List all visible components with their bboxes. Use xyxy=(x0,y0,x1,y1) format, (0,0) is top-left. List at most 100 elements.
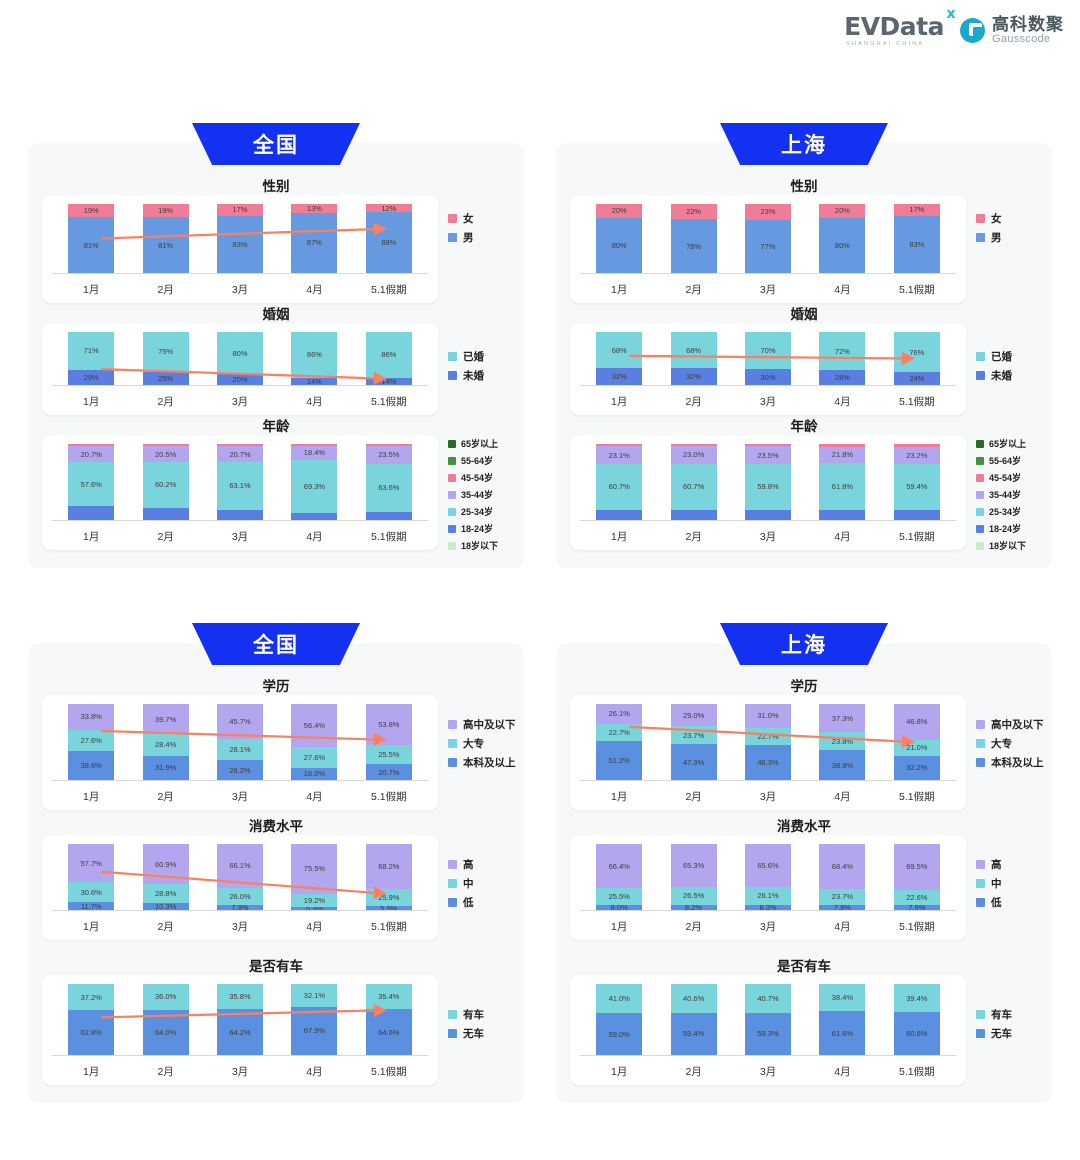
stacked-bar[interactable]: 19% 81% xyxy=(68,204,115,273)
bar-segment: 27.6% xyxy=(68,729,115,751)
stacked-bar[interactable]: 38.4% 61.6% xyxy=(819,984,866,1055)
legend-item[interactable]: 本科及以上 xyxy=(448,755,516,770)
stacked-bar[interactable]: 36.0% 64.0% xyxy=(142,984,189,1055)
stacked-bar[interactable]: 68% 32% xyxy=(596,332,643,385)
legend-item[interactable]: 已婚 xyxy=(976,349,1012,364)
stacked-bar[interactable]: 45.7% 28.1% 26.2% xyxy=(217,704,264,780)
legend-item[interactable]: 低 xyxy=(976,895,1002,910)
legend-item[interactable]: 55-64岁 xyxy=(448,454,498,467)
stacked-bar[interactable]: 56.4% 27.6% 16.0% xyxy=(291,704,338,780)
stacked-bar[interactable]: 13% 87% xyxy=(291,204,338,273)
stacked-bar[interactable]: 76% 24% xyxy=(893,332,940,385)
legend-item[interactable]: 有车 xyxy=(976,1007,1012,1022)
stacked-bar[interactable]: 37.3% 23.8% 38.9% xyxy=(819,704,866,780)
stacked-bar[interactable]: 39.4% 60.6% xyxy=(893,984,940,1055)
legend-item[interactable]: 18岁以下 xyxy=(976,539,1026,552)
stacked-bar[interactable]: 23% 77% xyxy=(745,204,792,273)
stacked-bar[interactable]: 26.1% 22.7% 51.2% xyxy=(596,704,643,780)
stacked-bar[interactable]: 35.4% 64.6% xyxy=(365,984,412,1055)
stacked-bar[interactable]: 70% 30% xyxy=(745,332,792,385)
stacked-bar[interactable]: 23.5% 63.6% xyxy=(365,444,412,520)
stacked-bar[interactable]: 40.7% 59.3% xyxy=(745,984,792,1055)
legend-item[interactable]: 本科及以上 xyxy=(976,755,1044,770)
legend-item[interactable]: 无车 xyxy=(976,1026,1012,1041)
stacked-bar[interactable]: 18.4% 69.3% xyxy=(291,444,338,520)
legend-item[interactable]: 18-24岁 xyxy=(448,522,498,535)
stacked-bar[interactable]: 66.4% 25.5% 8.0% xyxy=(596,844,643,910)
stacked-bar[interactable]: 66.1% 26.0% 7.9% xyxy=(217,844,264,910)
legend-item[interactable]: 18岁以下 xyxy=(448,539,498,552)
stacked-bar[interactable]: 40.6% 59.4% xyxy=(670,984,717,1055)
legend-item[interactable]: 大专 xyxy=(976,736,1044,751)
stacked-bar[interactable]: 37.2% 62.8% xyxy=(68,984,115,1055)
legend-item[interactable]: 高中及以下 xyxy=(448,717,516,732)
stacked-bar[interactable]: 65.3% 26.5% 8.2% xyxy=(670,844,717,910)
stacked-bar[interactable]: 32.1% 67.9% xyxy=(291,984,338,1055)
stacked-bar[interactable]: 31.0% 22.7% 46.3% xyxy=(745,704,792,780)
stacked-bar[interactable]: 57.7% 30.6% 11.7% xyxy=(68,844,115,910)
legend-item[interactable]: 高 xyxy=(976,857,1002,872)
stacked-bar[interactable]: 22% 78% xyxy=(670,204,717,273)
stacked-bar[interactable]: 19% 81% xyxy=(142,204,189,273)
stacked-bar[interactable]: 20.7% 57.6% xyxy=(68,444,115,520)
stacked-bar[interactable]: 68% 32% xyxy=(670,332,717,385)
stacked-bar[interactable]: 72% 28% xyxy=(819,332,866,385)
stacked-bar[interactable]: 46.8% 21.0% 32.2% xyxy=(893,704,940,780)
stacked-bar[interactable]: 17% 83% xyxy=(217,204,264,273)
stacked-bar[interactable]: 20% 80% xyxy=(819,204,866,273)
stacked-bar[interactable]: 21.8% 61.8% xyxy=(819,444,866,520)
legend-item[interactable]: 无车 xyxy=(448,1026,484,1041)
legend-item[interactable]: 已婚 xyxy=(448,349,484,364)
stacked-bar[interactable]: 80% 20% xyxy=(217,332,264,385)
legend-item[interactable]: 低 xyxy=(448,895,474,910)
legend-item[interactable]: 中 xyxy=(976,876,1002,891)
legend-item[interactable]: 25-34岁 xyxy=(976,505,1026,518)
stacked-bar[interactable]: 17% 83% xyxy=(893,204,940,273)
stacked-bar[interactable]: 68.4% 23.7% 7.9% xyxy=(819,844,866,910)
legend-item[interactable]: 高 xyxy=(448,857,474,872)
legend-item[interactable]: 45-54岁 xyxy=(976,471,1026,484)
stacked-bar[interactable]: 86% 14% xyxy=(291,332,338,385)
stacked-bar[interactable]: 35.8% 64.2% xyxy=(217,984,264,1055)
stacked-bar[interactable]: 23.1% 60.7% xyxy=(596,444,643,520)
stacked-bar[interactable]: 20.7% 63.1% xyxy=(217,444,264,520)
legend-item[interactable]: 高中及以下 xyxy=(976,717,1044,732)
legend-item[interactable]: 男 xyxy=(448,230,474,245)
legend-item[interactable]: 女 xyxy=(448,211,474,226)
stacked-bar[interactable]: 29.0% 23.7% 47.3% xyxy=(670,704,717,780)
legend-item[interactable]: 未婚 xyxy=(448,368,484,383)
stacked-bar[interactable]: 75% 25% xyxy=(142,332,189,385)
legend-item[interactable]: 有车 xyxy=(448,1007,484,1022)
legend-item[interactable]: 男 xyxy=(976,230,1002,245)
stacked-bar[interactable]: 12% 88% xyxy=(365,204,412,273)
legend-item[interactable]: 中 xyxy=(448,876,474,891)
legend-item[interactable]: 35-44岁 xyxy=(448,488,498,501)
legend-item[interactable]: 55-64岁 xyxy=(976,454,1026,467)
stacked-bar[interactable]: 41.0% 59.0% xyxy=(596,984,643,1055)
stacked-bar[interactable]: 86% 14% xyxy=(365,332,412,385)
stacked-bar[interactable]: 20% 80% xyxy=(596,204,643,273)
stacked-bar[interactable]: 39.7% 28.4% 31.9% xyxy=(142,704,189,780)
legend-item[interactable]: 18-24岁 xyxy=(976,522,1026,535)
stacked-bar[interactable]: 71% 29% xyxy=(68,332,115,385)
legend-item[interactable]: 25-34岁 xyxy=(448,505,498,518)
stacked-bar[interactable]: 23.2% 59.4% xyxy=(893,444,940,520)
legend-item[interactable]: 65岁以上 xyxy=(448,437,498,450)
stacked-bar[interactable]: 20.5% 60.2% xyxy=(142,444,189,520)
stacked-bar[interactable]: 69.5% 22.6% 7.9% xyxy=(893,844,940,910)
legend-item[interactable]: 35-44岁 xyxy=(976,488,1026,501)
legend-item[interactable]: 65岁以上 xyxy=(976,437,1026,450)
brand-header: EVData x SHANGHAI CHINA 高科数聚 Gausscode xyxy=(844,7,1064,48)
legend-item[interactable]: 45-54岁 xyxy=(448,471,498,484)
stacked-bar[interactable]: 33.8% 27.6% 38.6% xyxy=(68,704,115,780)
stacked-bar[interactable]: 68.2%25.9%5.9% xyxy=(365,844,412,910)
stacked-bar[interactable]: 23.5% 59.8% xyxy=(745,444,792,520)
legend-item[interactable]: 大专 xyxy=(448,736,516,751)
stacked-bar[interactable]: 23.0% 60.7% xyxy=(670,444,717,520)
stacked-bar[interactable]: 65.6% 26.1% 8.3% xyxy=(745,844,792,910)
legend-item[interactable]: 女 xyxy=(976,211,1002,226)
stacked-bar[interactable]: 75.5%19.2%5.3% xyxy=(291,844,338,910)
stacked-bar[interactable]: 60.9% 28.8% 10.3% xyxy=(142,844,189,910)
stacked-bar[interactable]: 53.8% 25.5% 20.7% xyxy=(365,704,412,780)
legend-item[interactable]: 未婚 xyxy=(976,368,1012,383)
